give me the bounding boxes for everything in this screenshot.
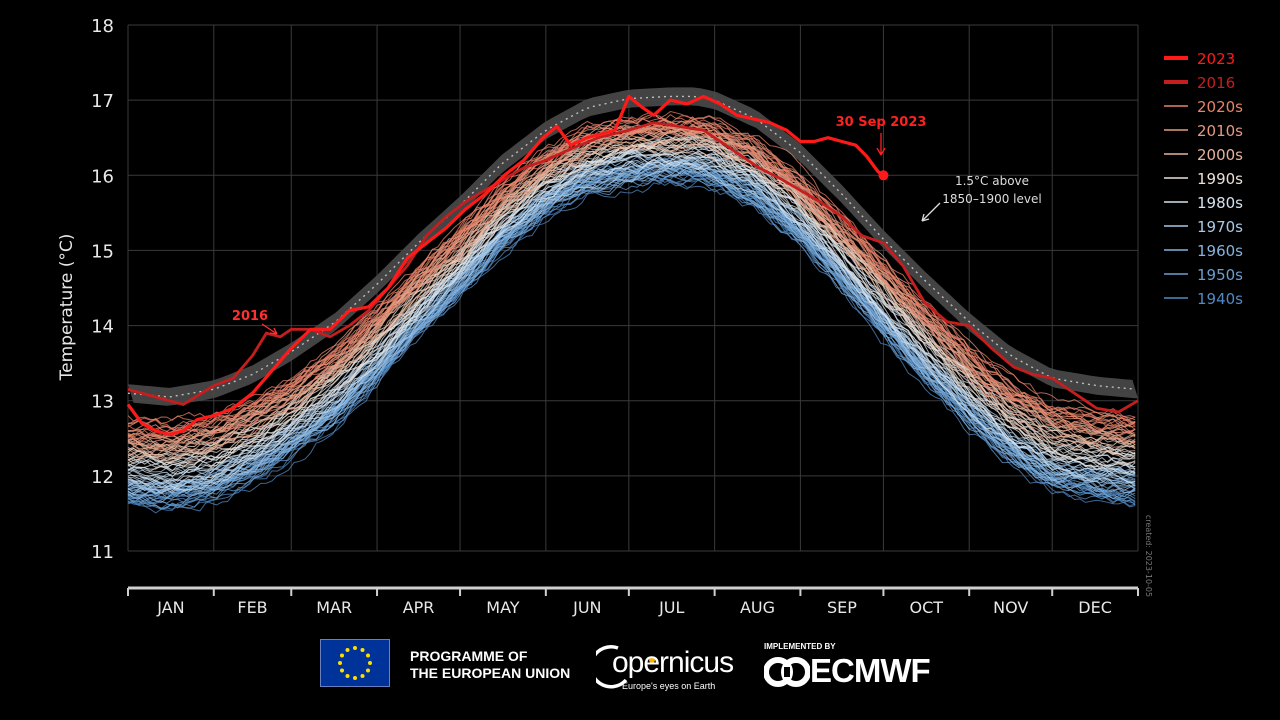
decade-line-2020s-2	[127, 110, 1136, 430]
legend: 2023 2016 2020s 2010s 2000s 1990s 1980s 1970s 19…	[1164, 50, 1243, 308]
decade-line-2010s-9	[127, 136, 1136, 457]
y-tick-label-15: 15	[91, 241, 114, 262]
copernicus-swirl-icon	[596, 645, 655, 689]
series-2023-endpoint	[878, 170, 889, 181]
eu-line-2: THE EUROPEAN UNION	[410, 665, 571, 681]
y-tick-label-17: 17	[91, 91, 114, 112]
decade-line-2020s-6	[127, 119, 1136, 437]
legend-label-2000s: 2000s	[1197, 146, 1243, 164]
eu-star-5	[360, 674, 365, 678]
decade-line-2020s-0	[127, 113, 1136, 423]
eu-star-6	[353, 676, 357, 680]
y-tick-label-14: 14	[91, 317, 114, 338]
decade-line-1940s-7	[127, 177, 1136, 505]
temperature-chart-svg: 11 12 13 14 15 16 17 18 JAN FEB MAR APR MAY JUN JUL AUG…	[57, 16, 1243, 617]
eu-star-11	[345, 648, 350, 652]
copernicus-tagline: Europe's eyes on Earth	[622, 681, 716, 691]
x-tick-label-MAR: MAR	[316, 598, 352, 617]
decade-line-1970s-6	[127, 158, 1136, 493]
y-tick-label-18: 18	[91, 16, 114, 37]
ecmwf-name: ECMWF	[810, 652, 931, 689]
legend-label-1960s: 1960s	[1197, 242, 1243, 260]
x-tick-label-SEP: SEP	[827, 598, 857, 617]
x-tick-label-FEB: FEB	[237, 598, 267, 617]
eu-programme-text: PROGRAMME OF THE EUROPEAN UNION	[410, 648, 570, 682]
decade-line-2000s-2	[127, 133, 1136, 446]
y-axis-label: Temperature (°C)	[57, 234, 77, 382]
implemented-by-label: IMPLEMENTED BY	[764, 642, 836, 651]
annotation-30-sep-arrow	[876, 133, 886, 156]
axes: 11 12 13 14 15 16 17 18 JAN FEB MAR APR MAY JUN JUL AUG…	[57, 16, 1153, 617]
x-tick-label-APR: APR	[403, 598, 435, 617]
created-note: created: 2023-10-05	[1144, 515, 1153, 597]
decade-lines	[127, 110, 1136, 514]
eu-star-0	[353, 646, 357, 650]
y-tick-label-16: 16	[91, 166, 114, 187]
eu-star-7	[345, 674, 350, 678]
copernicus-name: opernicus	[612, 646, 734, 679]
band-15c-dotted-line	[127, 95, 1133, 398]
y-tick-label-11: 11	[91, 542, 114, 563]
climate-chart: 11 12 13 14 15 16 17 18 JAN FEB MAR APR MAY JUN JUL AUG…	[57, 16, 1243, 617]
decade-line-1980s-9	[127, 155, 1136, 492]
x-tick-label-AUG: AUG	[740, 598, 775, 617]
decade-line-1990s-3	[127, 138, 1136, 466]
x-tick-label-OCT: OCT	[910, 598, 944, 617]
highlight-series	[126, 94, 1139, 437]
x-tick-label-JUL: JUL	[658, 598, 684, 617]
annotation-2016-arrow	[261, 323, 278, 335]
eu-flag-logo	[320, 639, 390, 687]
x-tick-label-JAN: JAN	[156, 598, 184, 617]
decade-line-1980s-8	[127, 159, 1136, 492]
decade-line-1990s-9	[127, 144, 1136, 471]
y-tick-label-13: 13	[91, 392, 114, 413]
eu-line-1: PROGRAMME OF	[410, 648, 528, 664]
decade-line-1970s-9	[127, 161, 1136, 496]
decade-line-2000s-9	[127, 139, 1136, 460]
decade-line-2020s-8	[127, 118, 1136, 438]
eu-star-2	[366, 653, 370, 658]
decade-line-2000s-1	[127, 127, 1136, 452]
decade-line-1940s-9	[127, 178, 1136, 511]
decade-line-2020s-7	[127, 123, 1136, 433]
eu-star-3	[368, 661, 372, 665]
legend-label-1940s: 1940s	[1197, 290, 1243, 308]
y-tick-label-12: 12	[91, 467, 114, 488]
x-tick-label-MAY: MAY	[486, 598, 520, 617]
eu-star-4	[366, 668, 370, 673]
decade-line-2020s-3	[127, 115, 1136, 432]
ecmwf-mark-icon	[764, 657, 810, 687]
eu-star-8	[340, 668, 344, 673]
eu-stars-icon	[338, 646, 372, 680]
legend-label-1980s: 1980s	[1197, 194, 1243, 212]
legend-label-2020s: 2020s	[1197, 98, 1243, 116]
eu-star-9	[338, 661, 342, 665]
legend-label-1990s: 1990s	[1197, 170, 1243, 188]
x-tick-label-JUN: JUN	[572, 598, 601, 617]
annotation-band-line-2: 1850–1900 level	[942, 192, 1041, 206]
annotation-band-line-1: 1.5°C above	[955, 174, 1029, 188]
eu-star-1	[360, 648, 365, 652]
annotation-2016: 2016	[232, 309, 268, 324]
annotation-band-arrow	[921, 202, 941, 222]
decade-line-2000s-8	[127, 145, 1136, 455]
legend-label-2023: 2023	[1197, 50, 1235, 68]
legend-label-2016: 2016	[1197, 74, 1235, 92]
annotation-30-sep-2023: 30 Sep 2023	[836, 115, 927, 130]
annotations: 2016 30 Sep 2023 1.5°C above 1850–1900 leve…	[232, 115, 1042, 335]
eu-star-10	[340, 653, 344, 658]
decade-line-2020s-4	[127, 120, 1136, 437]
legend-label-2010s: 2010s	[1197, 122, 1243, 140]
series-line-2016	[127, 121, 1139, 414]
legend-label-1970s: 1970s	[1197, 218, 1243, 236]
x-tick-label-NOV: NOV	[993, 598, 1028, 617]
x-tick-label-DEC: DEC	[1078, 598, 1112, 617]
series-line-2023	[126, 94, 885, 437]
legend-label-1950s: 1950s	[1197, 266, 1243, 284]
